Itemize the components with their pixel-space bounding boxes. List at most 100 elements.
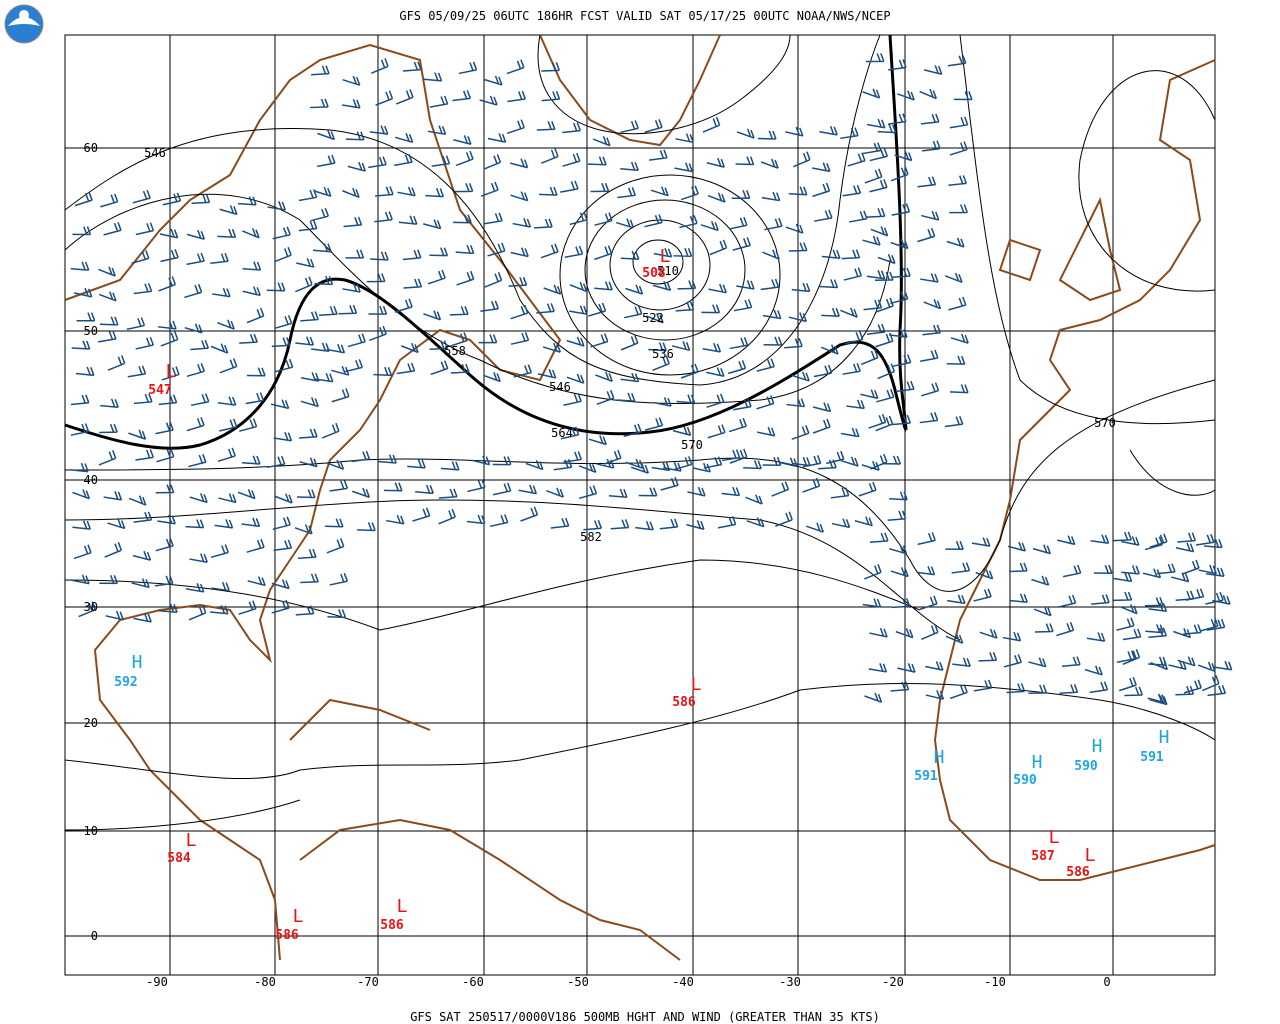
wind-barb [135,222,155,236]
wind-barb [588,435,607,446]
wind-barb [731,190,751,200]
wind-barb [566,373,585,384]
contour-label: 536 [652,347,674,361]
wind-barb [945,633,964,644]
wind-barb [370,251,389,261]
wind-barb [217,228,237,238]
wind-barb [553,459,573,471]
wind-barb [525,460,544,471]
wind-barb [352,487,371,498]
wind-barb [673,247,693,258]
wind-barb [429,247,449,257]
wind-barb [919,412,939,424]
wind-barb [1148,602,1168,613]
wind-barb [595,371,613,383]
wind-barb [492,456,512,466]
wind-barb [849,210,868,223]
wind-barb [242,286,261,297]
wind-barb [326,343,346,354]
wind-barb [506,59,525,75]
wind-barb [644,417,664,431]
wind-barb [866,118,886,129]
wind-barb [131,250,150,265]
wind-barb [917,227,936,243]
wind-barb [760,278,780,291]
wind-barb [1144,536,1164,551]
wind-barb [663,462,682,472]
wind-barb [512,218,532,228]
wind-barb [700,221,719,232]
wind-barb [540,148,559,164]
wind-barb [615,218,635,229]
wind-barb [566,336,585,347]
wind-barb [155,421,174,435]
center-symbol: L [293,906,304,927]
wind-barb [103,491,123,501]
wind-barb [708,283,727,294]
wind-barb [423,310,442,321]
wind-barb [126,317,146,330]
wind-barb [686,520,705,530]
wind-barb [727,360,747,375]
wind-barb [542,342,562,353]
wind-barb [536,121,556,131]
wind-barb [321,422,340,439]
contour-label: 510 [657,264,679,278]
contour-label: 564 [551,426,573,440]
wind-barb [706,157,726,168]
wind-barb [653,397,672,407]
wind-barb [897,663,916,673]
center-value: 547 [148,383,171,398]
wind-barb [877,124,897,134]
wind-barb [71,340,91,350]
wind-barb [869,148,889,162]
contour-label: 558 [444,344,466,358]
wind-barb [423,219,442,230]
map-frame [64,34,1216,976]
wind-barb [707,424,726,439]
wind-barb [72,489,91,500]
wind-barb [812,162,831,173]
wind-barb [616,392,636,402]
wind-barb [562,122,582,134]
wind-barb [329,572,349,586]
wind-barb [1201,675,1220,692]
wind-barb [480,300,500,312]
wind-barb [247,576,266,587]
wind-barb [862,598,882,608]
wind-barb [889,491,908,501]
wind-barb [650,186,669,197]
wind-barb [385,514,405,525]
wind-barb [154,575,174,587]
wind-barb [450,363,470,374]
center-value: 586 [1066,865,1090,880]
wind-barb [831,518,851,529]
coastlines [64,34,1216,961]
wind-barb [99,575,119,585]
wind-barb [562,152,581,167]
wind-barb [638,487,658,497]
wind-barb [1062,564,1082,578]
wind-barb [919,88,938,100]
wind-barb [887,113,907,125]
wind-barb [246,538,265,553]
wind-barb [239,333,258,344]
wind-barb [1116,650,1136,663]
wind-barb [846,399,865,410]
wind-barb [484,212,503,225]
wind-barb [917,176,937,188]
wind-barb [802,477,821,493]
wind-barb [98,291,117,302]
wind-barb [920,273,939,283]
wind-barb [840,456,859,467]
wind-barb [1084,665,1103,676]
wind-barb [736,128,755,139]
wind-barb [155,537,174,552]
wind-barb [299,428,318,439]
wind-barb [949,684,968,700]
wind-barb [366,273,386,283]
wind-barb [563,451,583,463]
wind-barb [594,245,613,261]
wind-barb [620,250,640,260]
